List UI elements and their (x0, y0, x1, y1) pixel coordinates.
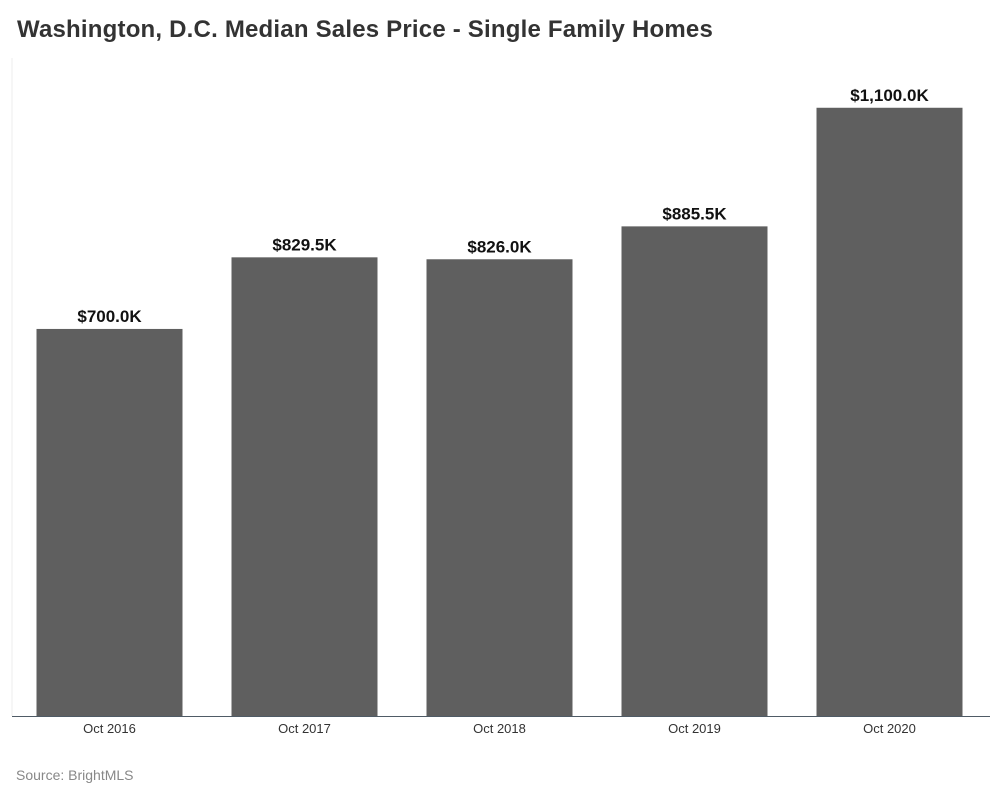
data-label: $1,100.0K (850, 86, 929, 105)
data-label: $700.0K (77, 307, 142, 326)
x-tick-label: Oct 2016 (83, 721, 136, 736)
x-tick-label: Oct 2020 (863, 721, 916, 736)
bar (621, 226, 768, 716)
data-label: $829.5K (272, 235, 337, 254)
x-tick-label: Oct 2019 (668, 721, 721, 736)
data-label: $826.0K (467, 237, 532, 256)
source-note: Source: BrightMLS (16, 767, 134, 783)
chart-title: Washington, D.C. Median Sales Price - Si… (17, 16, 713, 43)
bar (36, 328, 183, 716)
bar (426, 259, 573, 716)
x-tick-label: Oct 2018 (473, 721, 526, 736)
bar (816, 107, 963, 716)
bar (231, 257, 378, 716)
data-label: $885.5K (662, 204, 727, 223)
x-tick-label: Oct 2017 (278, 721, 331, 736)
